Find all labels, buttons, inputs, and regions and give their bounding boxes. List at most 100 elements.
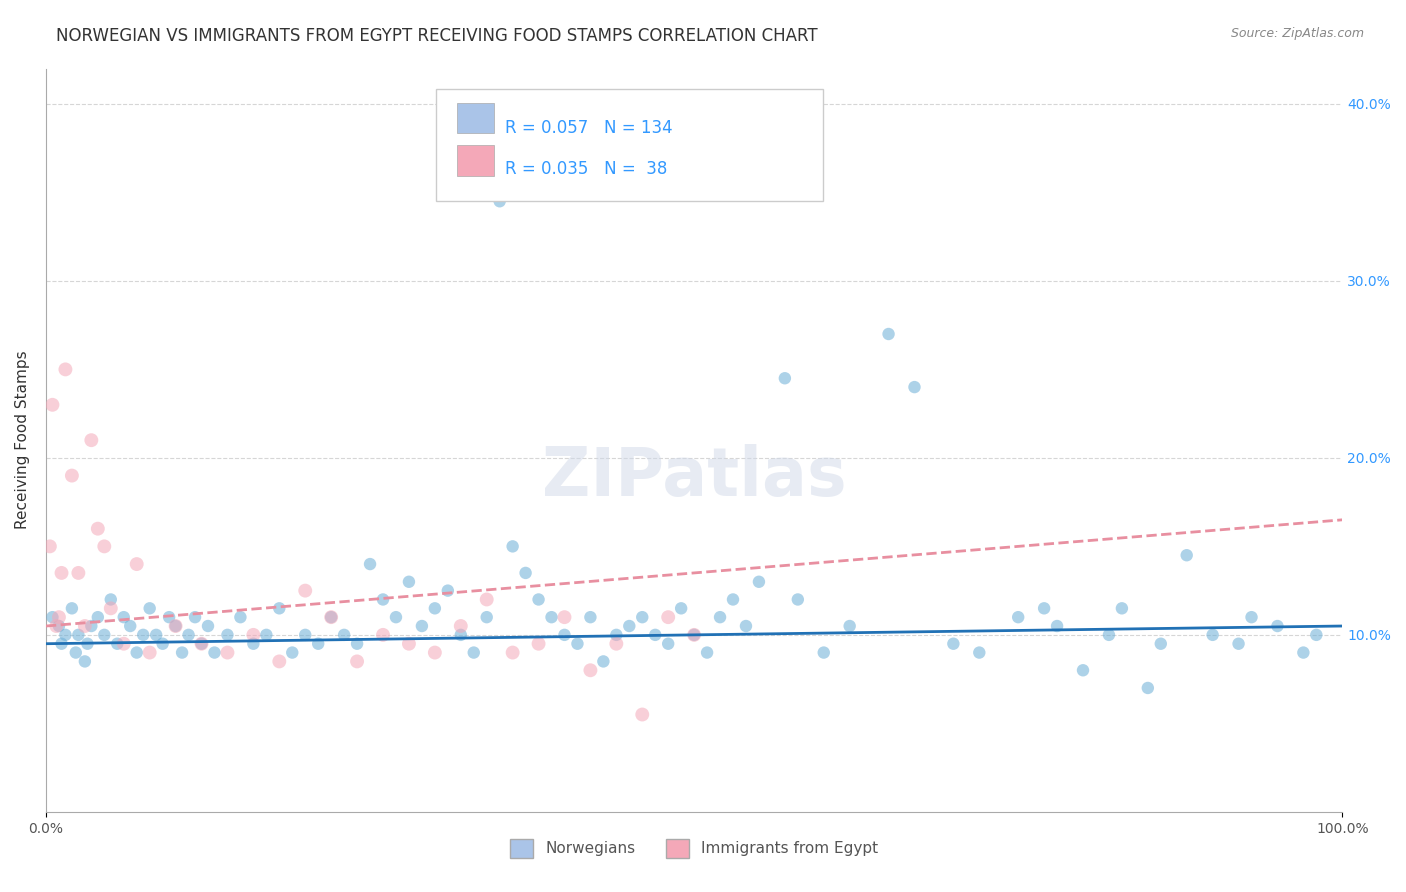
Point <box>294 628 316 642</box>
Point <box>38 540 60 554</box>
Point <box>242 628 264 642</box>
Point <box>105 637 128 651</box>
Point <box>281 646 304 660</box>
Point <box>423 601 446 615</box>
Point <box>197 619 219 633</box>
Point <box>488 194 510 209</box>
Point <box>138 601 160 615</box>
Y-axis label: Receiving Food Stamps: Receiving Food Stamps <box>15 351 30 530</box>
Point <box>184 610 207 624</box>
Point <box>120 619 142 633</box>
Point <box>657 637 679 651</box>
Point <box>177 628 200 642</box>
Point <box>1175 548 1198 562</box>
Point <box>942 637 965 651</box>
Point <box>294 583 316 598</box>
Point <box>67 628 90 642</box>
Point <box>48 619 70 633</box>
Point <box>1046 619 1069 633</box>
Point <box>748 574 770 589</box>
Point <box>1305 628 1327 642</box>
Point <box>696 646 718 660</box>
Text: Source: ZipAtlas.com: Source: ZipAtlas.com <box>1230 27 1364 40</box>
Point <box>100 601 122 615</box>
Point <box>502 540 524 554</box>
Point <box>605 637 627 651</box>
Text: R = 0.057   N = 134: R = 0.057 N = 134 <box>505 119 672 136</box>
Legend: Norwegians, Immigrants from Egypt: Norwegians, Immigrants from Egypt <box>503 833 884 863</box>
Point <box>1227 637 1250 651</box>
Point <box>93 628 115 642</box>
Point <box>321 610 343 624</box>
Point <box>475 610 498 624</box>
Point <box>903 380 925 394</box>
Point <box>269 654 291 668</box>
Point <box>55 362 77 376</box>
Point <box>1201 628 1223 642</box>
Point <box>475 592 498 607</box>
Point <box>619 619 641 633</box>
Point <box>60 601 83 615</box>
Point <box>631 610 654 624</box>
Text: R = 0.035   N =  38: R = 0.035 N = 38 <box>505 160 666 178</box>
Point <box>1033 601 1056 615</box>
Point <box>165 619 187 633</box>
Point <box>165 619 187 633</box>
Point <box>217 646 239 660</box>
Point <box>371 628 394 642</box>
Point <box>1150 637 1173 651</box>
Point <box>515 566 537 580</box>
Point <box>204 646 226 660</box>
Point <box>721 592 744 607</box>
Point <box>437 583 460 598</box>
Point <box>1007 610 1029 624</box>
Point <box>644 628 666 642</box>
Point <box>1292 646 1315 660</box>
Point <box>41 610 63 624</box>
Point <box>217 628 239 642</box>
Point <box>1098 628 1121 642</box>
Point <box>87 522 110 536</box>
Point <box>112 610 135 624</box>
Point <box>502 646 524 660</box>
Point <box>112 637 135 651</box>
Point <box>579 610 602 624</box>
Point <box>73 619 96 633</box>
Point <box>333 628 356 642</box>
Point <box>877 326 900 341</box>
Point <box>346 637 368 651</box>
Point <box>80 433 103 447</box>
Point <box>371 592 394 607</box>
Point <box>735 619 758 633</box>
Point <box>359 557 381 571</box>
Point <box>579 663 602 677</box>
Point <box>60 468 83 483</box>
Point <box>1240 610 1263 624</box>
Point <box>411 619 433 633</box>
Point <box>307 637 329 651</box>
Point <box>93 540 115 554</box>
Point <box>567 637 589 651</box>
Point <box>683 628 706 642</box>
Point <box>80 619 103 633</box>
Point <box>132 628 155 642</box>
Point <box>813 646 835 660</box>
Point <box>138 646 160 660</box>
Point <box>125 646 148 660</box>
Point <box>48 610 70 624</box>
Point <box>242 637 264 651</box>
Point <box>51 637 73 651</box>
Point <box>76 637 98 651</box>
Point <box>321 610 343 624</box>
Point <box>463 646 485 660</box>
Point <box>423 646 446 660</box>
Point <box>553 628 575 642</box>
Point <box>145 628 167 642</box>
Point <box>683 628 706 642</box>
Point <box>527 637 550 651</box>
Point <box>190 637 212 651</box>
Point <box>709 610 731 624</box>
Point <box>540 610 562 624</box>
Point <box>669 601 692 615</box>
Point <box>125 557 148 571</box>
